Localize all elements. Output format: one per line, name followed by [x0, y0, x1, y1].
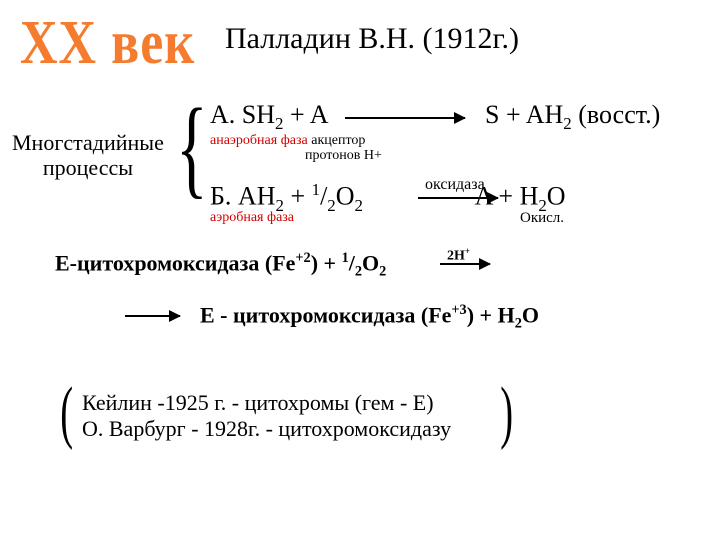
equation-e1: Е-цитохромоксидаза (Fe+2) + 1/2O2 [55, 250, 386, 281]
eqE1-a: Е-цитохромоксидаза (Fe [55, 250, 295, 275]
multistage-l1: Многстадийные [12, 130, 164, 155]
half-den: 2 [327, 196, 335, 215]
half-den2: 2 [355, 264, 362, 280]
eqE1-c: O [362, 250, 379, 275]
eqA-rhs-prefix: S + AH [485, 100, 563, 129]
h-plus: + [465, 246, 470, 256]
sub2g: 2 [515, 316, 522, 332]
multistage-l2: процессы [43, 155, 133, 180]
paren-right: ) [500, 378, 513, 448]
two-h-plus: 2Н+ [447, 246, 470, 265]
multistage-label: Многстадийные процессы [12, 130, 164, 181]
note-b: аэробная фаза [210, 210, 294, 226]
note-a-black: акцептор [311, 133, 365, 148]
note-a2: протонов Н+ [305, 148, 382, 164]
eqB-O: O [336, 182, 355, 211]
arrow-e2 [125, 315, 180, 317]
note-a: анаэробная фаза акцептор [210, 133, 365, 149]
eqB-prefix: Б. AH [210, 182, 275, 211]
arrow-a [345, 117, 465, 119]
eqA-prefix: А. SH [210, 100, 275, 129]
eqB-mid: + [284, 182, 312, 211]
twoH-text: 2Н [447, 249, 465, 264]
equation-e2: Е - цитохромоксидаза (Fe+3) + H2O [200, 302, 539, 333]
okisl-label: Окисл. [520, 210, 564, 227]
ref1: Кейлин -1925 г. - цитохромы (гем - Е) [82, 390, 434, 415]
eqE2-a: Е - цитохромоксидаза (Fe [200, 302, 451, 327]
sub2b: 2 [563, 114, 571, 133]
sub2d: 2 [355, 196, 363, 215]
sub2f: 2 [379, 264, 386, 280]
references: Кейлин -1925 г. - цитохромы (гем - Е) О.… [82, 390, 451, 443]
eqE2-c: O [522, 302, 539, 327]
paren-left: ( [60, 378, 73, 448]
eqE1-b: ) + [311, 250, 342, 275]
half-num2: 1 [342, 250, 349, 266]
eqE2-b: ) + H [467, 302, 515, 327]
note-a-red: анаэробная фаза [210, 133, 311, 148]
fe2: +2 [295, 250, 310, 266]
eqA-mid: + A [283, 100, 327, 129]
eqB-rhs-end: O [547, 182, 566, 211]
brace-left: { [176, 92, 208, 202]
century-decor: ХХ век [20, 8, 195, 79]
oxidase-label: оксидаза [425, 176, 485, 194]
half-num: 1 [312, 180, 320, 199]
ref2: О. Варбург - 1928г. - цитохромоксидазу [82, 416, 451, 441]
arrow-e1 [440, 263, 490, 265]
eqA-rhs-suffix: (восст.) [572, 100, 661, 129]
fe3: +3 [451, 302, 466, 318]
page-title: Палладин В.Н. (1912г.) [225, 22, 519, 56]
arrow-b [418, 197, 498, 199]
